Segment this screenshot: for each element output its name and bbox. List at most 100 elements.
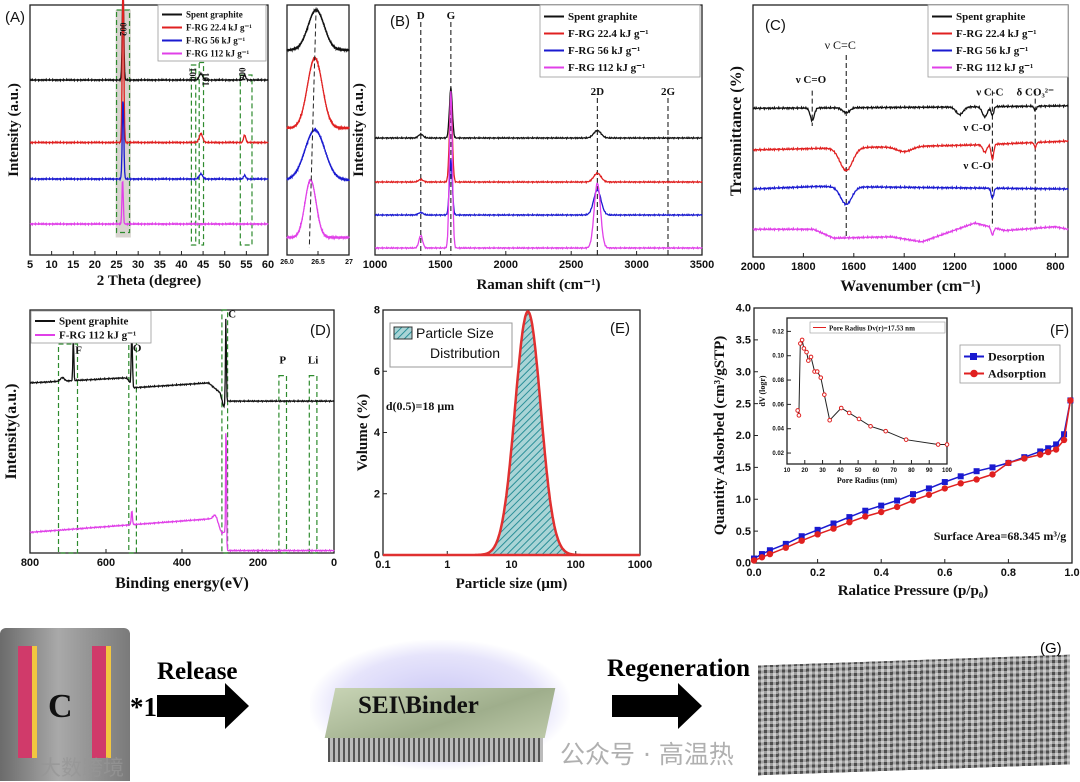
surface-area-annotation: Surface Area=68.345 m³/g (934, 529, 1067, 543)
band-label: δ CO₃²⁻ (1017, 87, 1055, 99)
legend-label: F-RG 112 kJ g⁻¹ (956, 62, 1033, 74)
x-tick-label: 60 (262, 259, 274, 271)
x-tick-label: 50 (855, 468, 862, 474)
peak-box (115, 9, 131, 234)
legend-label: F-RG 112 kJ g⁻¹ (59, 330, 136, 342)
plot-frame-C (752, 4, 1069, 258)
x-tick-label: 50 (219, 259, 231, 271)
y-tick-label: 8 (374, 305, 380, 317)
x-tick-label: 60 (873, 468, 880, 474)
peak-label-004: 004 (237, 68, 247, 82)
x-tick-label: 90 (926, 468, 933, 474)
data-point-adsorption (1037, 451, 1044, 458)
x-tick-label: 100 (942, 468, 953, 474)
legend-swatch-hatch (393, 326, 413, 340)
x-tick-label: 1400 (892, 261, 916, 273)
data-point-adsorption (758, 554, 766, 561)
pore-data-point (883, 428, 888, 434)
legend-label: F-RG 22.4 kJ g⁻¹ (186, 23, 252, 33)
regeneration-label: Regeneration (607, 655, 751, 682)
pore-data-point (799, 337, 805, 343)
x-tick-label: 0.0 (746, 567, 761, 579)
data-point-adsorption (1052, 446, 1060, 453)
data-point-desorption (910, 491, 916, 498)
y-axis-label: Volume (%) (355, 394, 371, 471)
x-tick-label: 0.1 (375, 559, 390, 571)
particle-size-distribution-area (383, 310, 640, 557)
data-point-adsorption (957, 480, 964, 487)
x-tick-label: 1000 (993, 261, 1017, 273)
peak-label-101: 101 (200, 73, 210, 87)
pore-data-point (796, 413, 802, 418)
pore-data-point (868, 423, 873, 429)
x-axis-label: Raman shift (cm⁻¹) (476, 277, 600, 293)
element-label-O: O (133, 342, 142, 354)
pore-data-point (804, 349, 809, 355)
series-line-D-0 (29, 318, 335, 409)
x-tick-label: 1000 (363, 259, 387, 271)
plot-frame-B (374, 4, 703, 256)
watermark-center: 公众号 · 高温热 (560, 740, 734, 769)
peak-box (239, 74, 253, 246)
sei-binder-label: SEI\Binder (358, 692, 479, 719)
data-point-desorption (1061, 431, 1068, 438)
x-axis-label: Pore Radius (nm) (837, 476, 898, 485)
shift-guide-line (308, 7, 317, 248)
x-tick-label: 400 (173, 557, 191, 569)
pore-data-point (801, 346, 807, 351)
x-tick-label: 2000 (741, 261, 765, 273)
x-tick-label: 80 (908, 468, 915, 474)
legend-marker-circle (970, 369, 978, 378)
regeneration-arrow-icon (612, 683, 702, 729)
x-tick-label: 800 (21, 557, 39, 569)
y-tick-label: 2.5 (736, 398, 751, 410)
data-point-desorption (862, 507, 869, 514)
x-axis-label: 2 Theta (degree) (97, 273, 201, 289)
y-tick-label: 0.02 (772, 451, 784, 457)
panel-label-C: (C) (765, 17, 786, 34)
series-line-A-inset-0 (286, 7, 350, 53)
legend-label: Particle Size (416, 325, 494, 341)
band-label-G: G (447, 10, 456, 22)
x-tick-label: 25 (110, 259, 122, 271)
legend-label: Distribution (430, 345, 500, 361)
x-tick-label: 200 (249, 557, 267, 569)
data-point-adsorption (989, 471, 996, 478)
x-tick-label: 10 (505, 559, 517, 571)
y-tick-label: 1.5 (736, 462, 751, 474)
element-label-Li: Li (308, 354, 318, 366)
y-axis-label: Intensity (a.u.) (351, 83, 367, 177)
legend-D (30, 310, 152, 344)
band-label-2G: 2G (661, 86, 676, 98)
data-point-desorption (878, 502, 885, 509)
x-tick-label: 0.6 (937, 567, 952, 579)
pore-data-point (944, 442, 950, 447)
x-tick-label: 0 (331, 557, 337, 569)
y-tick-label: 3.5 (736, 335, 751, 347)
x-tick-label: 1000 (628, 559, 652, 571)
x-tick-label: 1800 (791, 261, 815, 273)
series-line-B-0 (374, 87, 703, 140)
y-tick-label: 4.0 (736, 303, 751, 315)
plot-frame-A (29, 4, 269, 256)
x-tick-label: 20 (89, 259, 101, 271)
series-line-C-2 (752, 184, 1069, 207)
legend-label: F-RG 56 kJ g⁻¹ (186, 36, 246, 46)
series-line-B-3 (374, 91, 703, 250)
legend-label: F-RG 56 kJ g⁻¹ (956, 45, 1028, 57)
data-point-adsorption (766, 550, 774, 558)
y-axis-label: Intensity (a.u.) (6, 83, 22, 177)
band-label: ν C-O (962, 122, 991, 134)
pore-data-point (827, 417, 832, 423)
y-tick-label: 0.08 (772, 378, 784, 384)
data-point-desorption (782, 540, 789, 547)
electrode-plate-left (18, 646, 37, 758)
data-point-desorption (830, 520, 837, 527)
legend-label: F-RG 56 kJ g⁻¹ (568, 45, 640, 57)
x-tick-label: 3000 (624, 259, 648, 271)
pore-data-point (806, 358, 811, 363)
x-tick-label: 600 (97, 557, 115, 569)
data-point-adsorption (798, 537, 805, 544)
legend-label: Spent graphite (186, 10, 243, 20)
x-tick-label: 100 (567, 559, 585, 571)
